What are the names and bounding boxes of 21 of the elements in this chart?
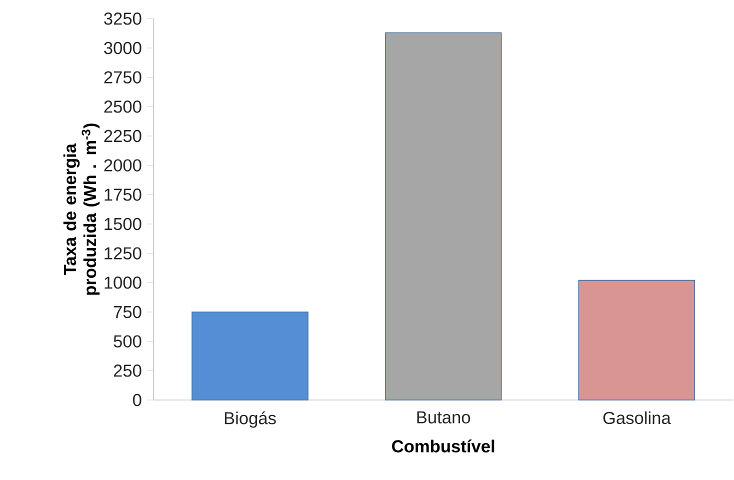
y-tick-label: 1250 (104, 247, 142, 260)
y-tick-label: 1750 (104, 188, 142, 201)
y-tick-label: 750 (114, 306, 142, 318)
y-tick-label: 2500 (104, 100, 142, 113)
y-tick-label: 3250 (104, 12, 142, 25)
y-tick-label: 2000 (104, 159, 142, 172)
y-tick-label: 1000 (104, 276, 142, 289)
x-tick-label: Gasolina (603, 411, 671, 424)
x-tick-label: Biogás (224, 411, 276, 428)
y-tick-label: 3000 (104, 42, 142, 54)
y-tick-label: 250 (114, 364, 142, 377)
bar (578, 280, 696, 400)
y-tick-label: 2250 (104, 130, 142, 142)
y-axis-title: Taxa de energia produzida (Wh . m$^{-3}$) (63, 124, 100, 295)
x-axis-title: Combustível (392, 440, 494, 452)
y-tick-label: 1500 (104, 218, 142, 230)
x-tick-label: Butano (417, 411, 470, 424)
y-tick-label: 0 (132, 394, 142, 406)
bar (192, 312, 308, 400)
y-tick-label: 500 (114, 335, 142, 348)
y-tick-label: 2750 (104, 71, 142, 84)
